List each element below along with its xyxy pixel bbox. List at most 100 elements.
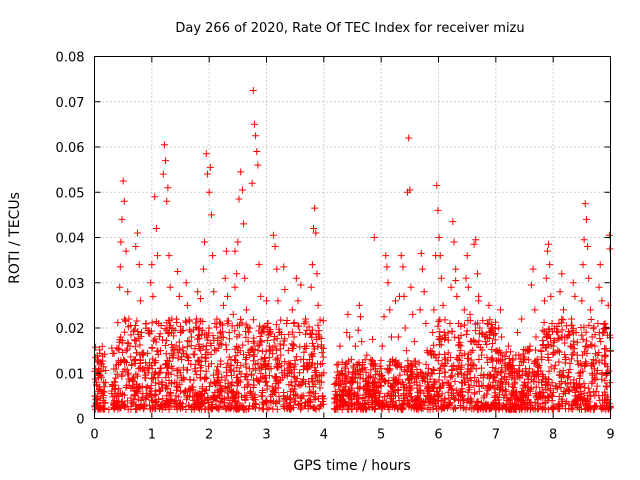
data-point bbox=[285, 330, 293, 338]
data-point bbox=[288, 345, 296, 353]
data-point bbox=[532, 357, 540, 365]
data-point bbox=[275, 393, 283, 401]
data-point bbox=[377, 356, 385, 364]
data-point bbox=[294, 297, 302, 305]
data-point bbox=[134, 387, 142, 395]
data-point bbox=[167, 341, 175, 349]
data-point bbox=[317, 401, 325, 409]
data-point bbox=[135, 261, 143, 269]
data-point bbox=[367, 356, 375, 364]
data-point bbox=[473, 270, 481, 278]
data-point bbox=[285, 381, 293, 389]
data-point bbox=[102, 367, 110, 375]
data-point bbox=[306, 383, 313, 391]
data-point bbox=[386, 306, 394, 314]
x-tick-label: 3 bbox=[262, 428, 270, 443]
data-point bbox=[532, 383, 540, 391]
data-point bbox=[334, 402, 342, 410]
data-point bbox=[127, 405, 135, 413]
data-point bbox=[606, 334, 614, 342]
data-point bbox=[544, 341, 552, 349]
data-point bbox=[594, 319, 602, 327]
data-point bbox=[487, 356, 495, 364]
data-point bbox=[384, 403, 392, 411]
data-point bbox=[112, 392, 120, 400]
data-point bbox=[448, 327, 456, 335]
data-point bbox=[210, 336, 218, 344]
data-point bbox=[286, 364, 294, 372]
data-point bbox=[588, 341, 596, 349]
data-point bbox=[291, 360, 299, 368]
data-point bbox=[574, 394, 582, 402]
data-point bbox=[577, 390, 585, 398]
data-point bbox=[565, 387, 573, 395]
data-point bbox=[307, 351, 315, 359]
data-point bbox=[543, 331, 551, 339]
data-point bbox=[460, 321, 468, 329]
data-point bbox=[250, 339, 258, 347]
data-point bbox=[180, 375, 188, 383]
data-point bbox=[218, 321, 226, 329]
data-point bbox=[303, 398, 311, 406]
data-point bbox=[519, 350, 527, 358]
data-point bbox=[318, 371, 326, 379]
data-point bbox=[235, 376, 243, 384]
data-point bbox=[283, 319, 291, 327]
data-point bbox=[133, 405, 141, 413]
data-point bbox=[123, 382, 131, 390]
data-point bbox=[486, 316, 494, 324]
x-tick-label: 4 bbox=[320, 428, 328, 443]
data-point bbox=[210, 346, 218, 354]
data-point bbox=[441, 350, 449, 358]
data-point bbox=[496, 306, 504, 314]
data-point bbox=[409, 310, 417, 318]
data-point bbox=[228, 388, 236, 396]
data-point bbox=[220, 301, 227, 309]
data-point bbox=[265, 404, 273, 412]
data-point bbox=[595, 392, 603, 400]
data-point bbox=[585, 274, 593, 282]
data-point bbox=[133, 317, 141, 325]
data-point bbox=[580, 236, 588, 244]
data-point bbox=[497, 383, 505, 391]
data-point bbox=[237, 362, 245, 370]
data-point bbox=[311, 204, 319, 212]
data-point bbox=[549, 342, 557, 350]
data-point bbox=[464, 368, 472, 376]
data-point bbox=[478, 402, 486, 410]
data-point bbox=[508, 356, 516, 364]
data-point bbox=[336, 342, 344, 350]
data-point bbox=[110, 399, 118, 407]
data-point bbox=[488, 321, 496, 329]
data-point bbox=[169, 344, 177, 352]
data-point bbox=[386, 391, 394, 399]
data-point bbox=[142, 319, 150, 327]
y-tick-label: 0.08 bbox=[56, 51, 85, 66]
data-point bbox=[165, 405, 173, 413]
data-point bbox=[273, 265, 281, 273]
data-point bbox=[550, 402, 558, 410]
data-point bbox=[257, 364, 265, 372]
data-point bbox=[531, 306, 539, 314]
data-point bbox=[120, 391, 128, 399]
data-point bbox=[313, 373, 321, 381]
x-tick-label: 0 bbox=[90, 428, 98, 443]
data-point bbox=[126, 342, 134, 350]
data-point bbox=[306, 356, 314, 364]
data-point bbox=[97, 360, 105, 368]
data-point bbox=[545, 325, 553, 333]
data-point bbox=[367, 366, 375, 374]
data-point bbox=[460, 403, 468, 411]
data-point bbox=[159, 395, 167, 403]
data-point bbox=[92, 343, 100, 351]
data-point bbox=[467, 356, 475, 364]
data-point bbox=[224, 292, 232, 300]
data-point bbox=[561, 379, 569, 387]
data-point bbox=[162, 361, 170, 369]
data-point bbox=[263, 385, 271, 393]
data-point bbox=[422, 319, 430, 327]
data-point bbox=[398, 400, 406, 408]
data-point bbox=[221, 384, 229, 392]
data-point bbox=[440, 329, 448, 337]
